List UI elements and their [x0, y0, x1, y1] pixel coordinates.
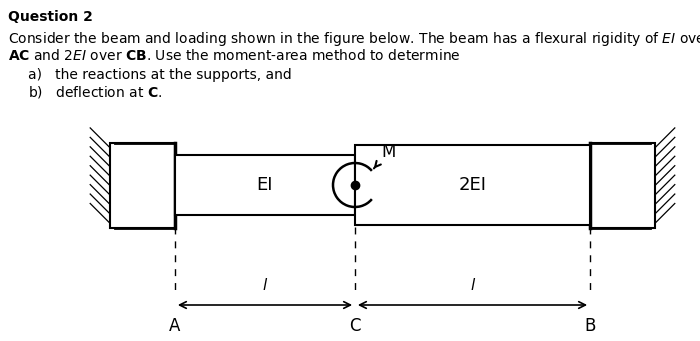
Bar: [175, 155, 355, 215]
Text: l: l: [263, 278, 267, 293]
Bar: [355, 145, 590, 225]
Bar: [590, 143, 655, 228]
Text: A: A: [169, 317, 181, 335]
Text: B: B: [584, 317, 596, 335]
Text: b)   deflection at $\mathbf{C}$.: b) deflection at $\mathbf{C}$.: [28, 84, 162, 100]
Text: a)   the reactions at the supports, and: a) the reactions at the supports, and: [28, 68, 292, 82]
Text: Consider the beam and loading shown in the figure below. The beam has a flexural: Consider the beam and loading shown in t…: [8, 30, 700, 48]
Text: EI: EI: [257, 176, 273, 194]
Text: $\mathbf{AC}$ and $2EI$ over $\mathbf{CB}$. Use the moment-area method to determ: $\mathbf{AC}$ and $2EI$ over $\mathbf{CB…: [8, 48, 461, 63]
Text: 2EI: 2EI: [458, 176, 486, 194]
Text: M: M: [381, 143, 395, 161]
Text: C: C: [349, 317, 360, 335]
Text: l: l: [470, 278, 475, 293]
Text: Question 2: Question 2: [8, 10, 93, 24]
Bar: [110, 143, 175, 228]
